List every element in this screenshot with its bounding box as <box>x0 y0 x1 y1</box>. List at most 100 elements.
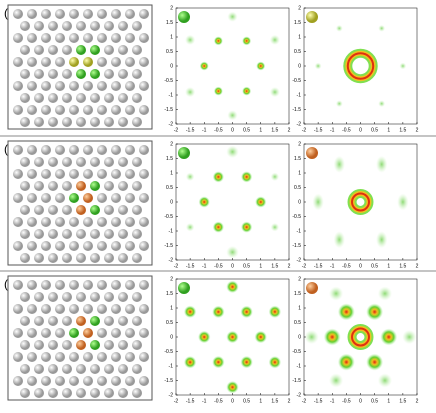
atom <box>104 157 114 167</box>
density-blob <box>226 330 239 344</box>
atom <box>83 280 93 290</box>
atom <box>132 157 142 167</box>
atom <box>55 328 65 338</box>
atom <box>97 280 107 290</box>
atom <box>20 181 30 191</box>
atom <box>83 33 93 43</box>
atom <box>41 376 51 386</box>
atom <box>20 21 30 31</box>
density-blob <box>329 286 344 301</box>
plot-frame <box>303 7 418 125</box>
atom <box>55 217 65 227</box>
atom <box>125 217 135 227</box>
atom <box>104 69 114 79</box>
x-tick-label: 1.5 <box>399 398 406 404</box>
atom <box>76 253 86 263</box>
atom <box>118 45 128 55</box>
atom <box>132 292 142 302</box>
x-tick-label: -0.5 <box>214 127 223 133</box>
density-blob <box>213 36 223 46</box>
atom <box>13 33 23 43</box>
atom <box>83 328 93 338</box>
atom <box>41 217 51 227</box>
density-ring <box>346 52 375 80</box>
species-icon <box>306 282 318 294</box>
atom <box>90 181 100 191</box>
density-blob <box>242 36 252 46</box>
atom <box>104 21 114 31</box>
atom <box>97 304 107 314</box>
density-blob <box>199 61 209 71</box>
atom <box>97 81 107 91</box>
atom <box>76 316 86 326</box>
y-tick-label: -1 <box>297 228 302 234</box>
atom <box>48 69 58 79</box>
atom <box>90 69 100 79</box>
atom <box>83 9 93 19</box>
atom <box>13 9 23 19</box>
atom <box>69 9 79 19</box>
atom <box>41 33 51 43</box>
y-tick-label: -1.5 <box>164 243 173 249</box>
atom <box>111 105 121 115</box>
x-tick-label: -1 <box>202 127 207 133</box>
atom <box>97 241 107 251</box>
atom <box>20 117 30 127</box>
y-tick-label: 1 <box>298 170 301 176</box>
density-blob <box>212 355 225 369</box>
atom <box>41 105 51 115</box>
atom <box>125 145 135 155</box>
atom <box>55 193 65 203</box>
atom <box>34 21 44 31</box>
density-blob <box>268 305 282 318</box>
atom <box>97 105 107 115</box>
x-tick-label: -1 <box>202 263 207 269</box>
atom <box>125 280 135 290</box>
density-blob <box>185 87 196 98</box>
y-tick-label: -1 <box>169 92 174 98</box>
atom <box>62 229 72 239</box>
atom <box>104 340 114 350</box>
atom <box>132 364 142 374</box>
x-tick-label: 0.5 <box>371 398 378 404</box>
density-blob <box>198 330 211 344</box>
density-blob <box>377 286 392 301</box>
atom <box>34 69 44 79</box>
x-tick-label: -1 <box>330 127 335 133</box>
plot-frame <box>175 143 290 261</box>
density-blob <box>399 62 407 70</box>
atom <box>90 21 100 31</box>
y-tick-label: -1 <box>169 228 174 234</box>
atom <box>139 352 149 362</box>
atom <box>111 217 121 227</box>
density-blob <box>366 353 384 371</box>
atom <box>69 304 79 314</box>
atom <box>111 145 121 155</box>
y-tick-label: -1.5 <box>164 107 173 113</box>
atom <box>62 69 72 79</box>
atom <box>27 376 37 386</box>
atom <box>83 376 93 386</box>
x-tick-label: 1 <box>259 127 262 133</box>
atom <box>132 45 142 55</box>
atom <box>34 157 44 167</box>
atom <box>20 205 30 215</box>
atom <box>69 241 79 251</box>
atom <box>118 181 128 191</box>
y-tick-label: 0 <box>298 199 301 205</box>
atom <box>132 340 142 350</box>
atom <box>27 328 37 338</box>
atom <box>34 253 44 263</box>
atom <box>118 117 128 127</box>
density-blob <box>270 222 280 232</box>
atom <box>27 33 37 43</box>
atom <box>20 93 30 103</box>
plot-frame <box>175 7 290 125</box>
atom <box>48 117 58 127</box>
y-tick-label: -0.5 <box>292 214 301 220</box>
y-tick-label: 1 <box>170 170 173 176</box>
atom <box>34 388 44 398</box>
density-blob <box>314 62 322 70</box>
atom <box>104 205 114 215</box>
y-tick-label: 1 <box>298 305 301 311</box>
